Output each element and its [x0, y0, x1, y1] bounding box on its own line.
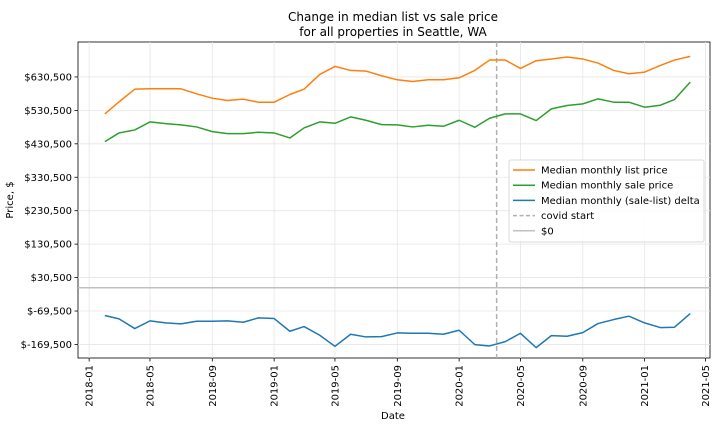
y-tick-label: $630,500	[24, 72, 72, 83]
x-tick-label: 2019-05	[330, 365, 341, 407]
y-tick-label: $130,500	[24, 240, 72, 251]
x-tick-label: 2018-09	[208, 365, 219, 407]
legend: Median monthly list price Median monthly …	[508, 159, 705, 243]
y-tick-label: $30,500	[31, 273, 72, 284]
y-tick-label: $-69,500	[27, 307, 72, 318]
y-tick-label: $530,500	[24, 106, 72, 117]
x-tick-label: 2020-05	[516, 365, 527, 407]
reference-lines	[78, 42, 710, 358]
legend-label: Median monthly (sale-list) delta	[541, 196, 700, 207]
x-tick-label: 2020-01	[455, 365, 466, 407]
x-tick-label: 2020-09	[578, 365, 589, 407]
x-axis-label: Date	[381, 411, 405, 422]
y-tick-label: $230,500	[24, 206, 72, 217]
plot-frame	[77, 41, 711, 359]
legend-box	[508, 159, 705, 243]
series-line-1	[104, 55, 691, 115]
y-tick-label: $330,500	[24, 173, 72, 184]
legend-label: $0	[541, 226, 554, 237]
legend-label: covid start	[541, 211, 594, 222]
x-axis: 2018-01 2018-05 2018-09 2019-01 2019-05 2019-…	[85, 358, 712, 407]
y-tick-label: $-169,500	[21, 340, 72, 351]
x-tick-label: 2018-01	[85, 365, 96, 407]
legend-label: Median monthly sale price	[541, 181, 673, 192]
legend-label: Median monthly list price	[541, 166, 668, 177]
grid-layer	[78, 42, 710, 358]
y-axis: $-169,500 $-69,500 $30,500 $130,500 $230,500…	[21, 72, 78, 351]
chart-title-line-1: Change in median list vs sale price	[288, 10, 498, 24]
x-tick-label: 2021-05	[701, 365, 712, 407]
x-tick-label: 2019-01	[270, 365, 281, 407]
x-tick-label: 2019-09	[393, 365, 404, 407]
y-axis-label: Price, $	[5, 181, 16, 218]
x-tick-label: 2021-01	[640, 365, 651, 407]
series-line-2	[104, 81, 691, 143]
series-layer	[104, 55, 691, 349]
series-line-3	[104, 312, 691, 349]
chart-title-line-2: for all properties in Seattle, WA	[299, 25, 487, 39]
x-tick-label: 2018-05	[145, 365, 156, 407]
y-tick-label: $430,500	[24, 139, 72, 150]
